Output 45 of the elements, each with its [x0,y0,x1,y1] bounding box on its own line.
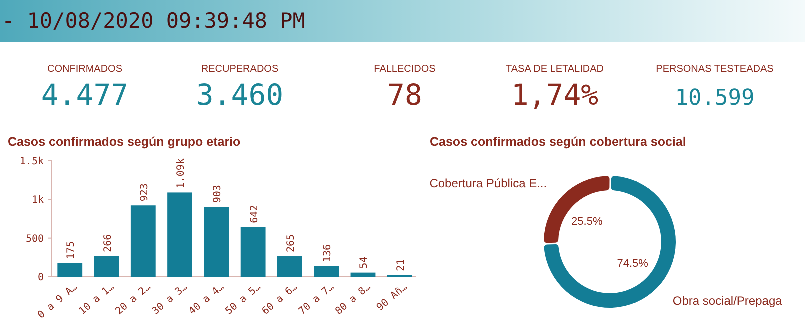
text: 78 [388,78,422,112]
data-label: 175 [66,241,78,260]
text: 4.477 [41,78,129,112]
data-label: 25.5% [572,216,603,228]
bar [94,256,120,277]
x-tick-label: 60 a 6… [260,282,300,318]
data-label: 1.09k [176,158,188,189]
text: RECUPERADOS [201,64,279,75]
data-label: 21 [396,259,407,272]
text: PERSONAS TESTEADAS [656,64,774,75]
y-tick-label: 1.5k [20,156,44,168]
slice-label: Cobertura Pública E... [430,176,548,190]
x-tick-label: 30 a 3… [150,282,190,318]
text: 1,74% [511,78,599,112]
bar [350,272,376,277]
text: CONFIRMADOS [48,64,123,75]
chart-title: Casos confirmados según cobertura social [430,135,686,149]
data-label: 903 [212,185,224,204]
text: FALLECIDOS [374,64,436,75]
bar [204,207,230,277]
data-label: 266 [102,234,114,252]
text: 3.460 [196,78,284,112]
text: - 10/08/2020 09:39:48 PM [2,9,306,33]
donut-slice [544,176,610,244]
data-label: 74.5% [617,258,649,270]
bar [58,263,83,277]
x-tick-label: 50 a 5… [224,282,264,318]
data-label: 642 [249,205,260,224]
y-tick-label: 0 [38,272,44,284]
y-tick-label: 1k [32,195,44,206]
bar [278,256,302,277]
data-label: 265 [286,234,297,253]
data-label: 136 [322,244,334,262]
bar [314,266,340,277]
text: 10.599 [675,86,755,111]
x-tick-label: 90 Añ… [375,282,410,314]
bar [130,206,156,277]
slice-label: Obra social/Prepaga [672,294,783,308]
bar [168,192,192,277]
chart-title: Casos confirmados según grupo etario [8,135,242,149]
data-label: 54 [359,256,370,269]
text: TASA DE LETALIDAD [506,64,604,75]
bar [240,227,266,277]
data-label: 923 [139,184,150,202]
y-tick-label: 500 [26,234,44,245]
